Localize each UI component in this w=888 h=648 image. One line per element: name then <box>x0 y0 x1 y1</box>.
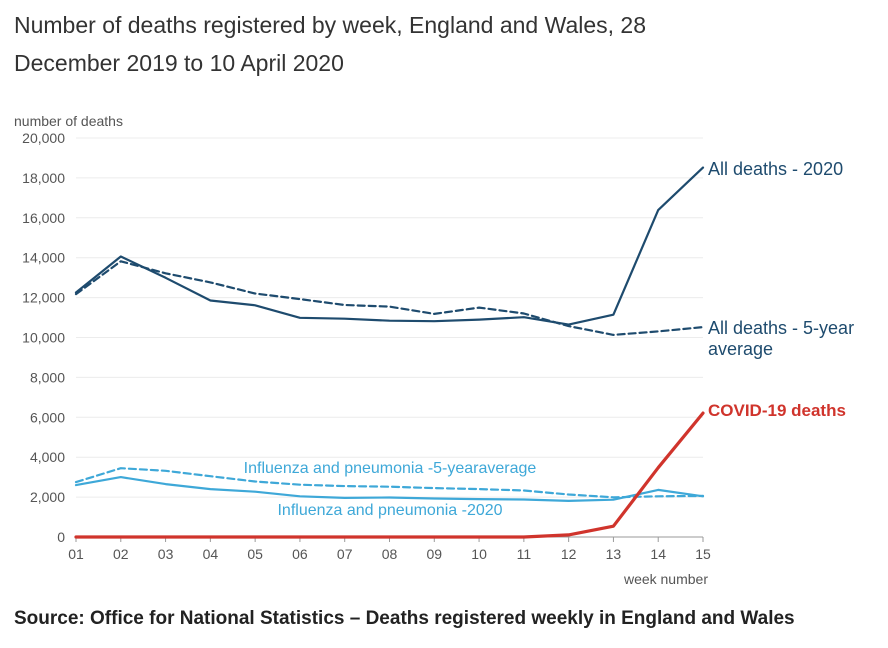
x-tick-label: 01 <box>68 546 84 562</box>
y-tick-label: 0 <box>57 529 65 545</box>
x-tick-label: 08 <box>382 546 398 562</box>
y-tick-label: 6,000 <box>30 409 65 425</box>
x-tick-label: 13 <box>606 546 622 562</box>
series-label: All deaths - 2020 <box>708 159 843 179</box>
x-tick-label: 07 <box>337 546 353 562</box>
y-tick-label: 12,000 <box>22 290 65 306</box>
x-axis-label: week number <box>623 571 708 587</box>
source-note: Source: Office for National Statistics –… <box>14 608 795 629</box>
y-tick-label: 2,000 <box>30 489 65 505</box>
y-tick-label: 16,000 <box>22 210 65 226</box>
x-tick-label: 02 <box>113 546 129 562</box>
x-tick-label: 10 <box>471 546 487 562</box>
x-tick-label: 14 <box>650 546 666 562</box>
series-line-covid-19-deaths <box>74 411 705 539</box>
x-tick-label: 11 <box>517 546 532 562</box>
x-tick-label: 09 <box>426 546 442 562</box>
y-tick-label: 18,000 <box>22 170 65 186</box>
y-tick-label: 20,000 <box>22 130 65 146</box>
x-tick-label: 04 <box>203 546 219 562</box>
x-tick-label: 06 <box>292 546 308 562</box>
y-tick-label: 8,000 <box>30 369 65 385</box>
x-tick-label: 15 <box>695 546 711 562</box>
series-line-all-deaths-5-year-average <box>74 260 705 336</box>
y-tick-label: 4,000 <box>30 449 65 465</box>
y-tick-label: 10,000 <box>22 330 65 346</box>
series-label: All deaths - 5-year average <box>708 318 854 359</box>
y-tick-label: 14,000 <box>22 250 65 266</box>
series-label: COVID-19 deaths <box>708 401 846 420</box>
series-label: Influenza and pneumonia -2020 <box>277 502 502 519</box>
series-line-influenza-and-pneumonia-5-yearaverage <box>74 467 705 499</box>
x-tick-label: 05 <box>247 546 263 562</box>
series-label: Influenza and pneumonia -5-yearaverage <box>244 460 537 477</box>
y-axis-label: number of deaths <box>14 113 123 129</box>
x-tick-label: 03 <box>158 546 174 562</box>
chart-title: Number of deaths registered by week, Eng… <box>14 12 647 76</box>
series-line-influenza-and-pneumonia-2020 <box>74 476 705 502</box>
series-line-all-deaths-2020 <box>74 166 705 326</box>
x-tick-label: 12 <box>561 546 577 562</box>
